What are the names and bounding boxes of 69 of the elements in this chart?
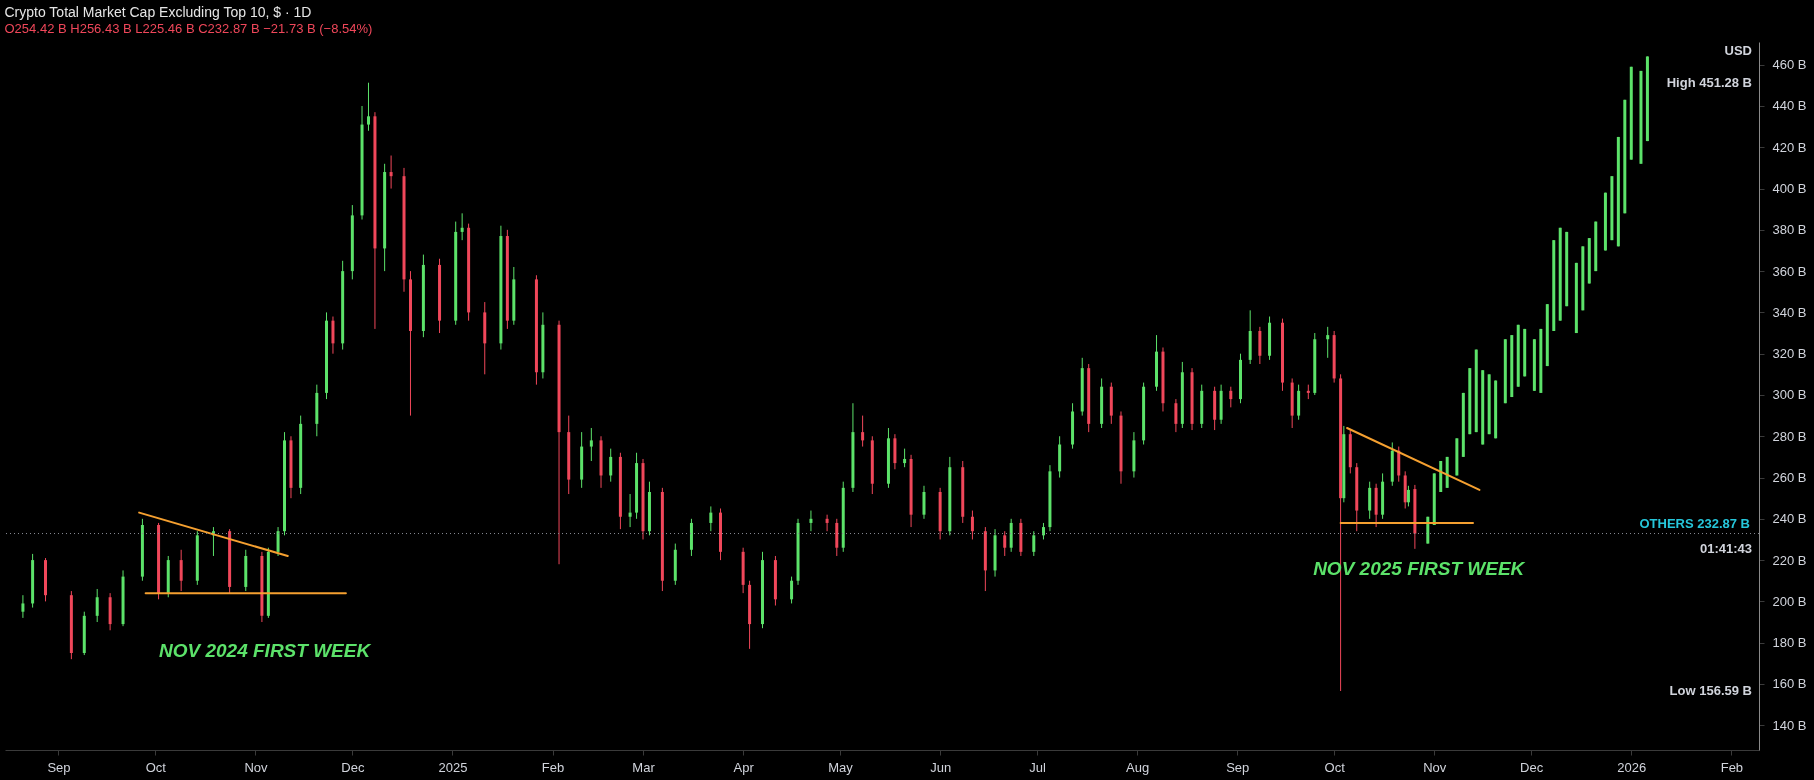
y-tick-label: 420 B (1772, 139, 1807, 155)
candlestick (1368, 481, 1372, 520)
annotation: NOV 2024 FIRST WEEK (159, 639, 372, 661)
candlestick (861, 415, 865, 448)
candlestick (1003, 530, 1007, 557)
candlestick (460, 212, 464, 241)
x-tick-label: May (828, 759, 854, 775)
candlestick (628, 493, 632, 528)
candlestick (179, 549, 183, 592)
y-tick-label: 220 B (1772, 552, 1807, 568)
ref-line-label: OTHERS 232.87 B (1639, 515, 1750, 531)
candlestick (1174, 398, 1178, 433)
y-tick-label: 260 B (1772, 470, 1807, 486)
chart-subtitle: O254.42 B H256.43 B L225.46 B C232.87 B −21.73 B (−8.54%) (4, 21, 373, 36)
candlestick (589, 427, 593, 462)
x-tick-label: Feb (541, 759, 565, 775)
chart-title: Crypto Total Market Cap Excluding Top 10, $ · 1D (4, 4, 312, 20)
x-tick-label: 2025 (438, 759, 468, 775)
y-tick-label: 460 B (1772, 57, 1807, 73)
candlestick (970, 510, 974, 540)
x-tick-label: Dec (341, 759, 365, 775)
y-tick-label: 140 B (1772, 717, 1807, 733)
annotation: Low 156.59 B (1669, 683, 1752, 699)
candlestick (276, 526, 280, 557)
candlestick (1032, 530, 1036, 557)
y-tick-label: 440 B (1772, 98, 1807, 114)
x-tick-label: Dec (1520, 759, 1544, 775)
x-tick-label: Jun (930, 759, 952, 775)
candlestick (809, 510, 813, 532)
x-tick-label: Sep (47, 759, 71, 775)
candlestick (1229, 386, 1233, 408)
candlestick (790, 576, 794, 604)
candlestick (1326, 326, 1330, 359)
y-tick-label: 320 B (1772, 346, 1807, 362)
candlestick (331, 316, 335, 355)
x-tick-label: Oct (1324, 759, 1346, 775)
y-tick-label: 280 B (1772, 428, 1807, 444)
x-tick-label: Apr (733, 759, 755, 775)
y-tick-label: 240 B (1772, 511, 1807, 527)
x-tick-label: Oct (145, 759, 167, 775)
candlestick (389, 155, 393, 190)
annotation: 01:41:43 (1699, 541, 1752, 557)
y-tick-label: 380 B (1772, 222, 1807, 238)
y-tick-label: 160 B (1772, 676, 1807, 692)
y-tick-label: 360 B (1772, 263, 1807, 279)
candlestick (609, 448, 613, 483)
annotation: High 451.28 B (1666, 74, 1752, 90)
candlestick (366, 82, 370, 132)
y-tick-label: 180 B (1772, 635, 1807, 651)
x-tick-label: Nov (244, 759, 269, 775)
x-tick-label: Aug (1126, 759, 1150, 775)
x-tick-label: Mar (632, 759, 656, 775)
y-tick-label: 300 B (1772, 387, 1807, 403)
x-tick-label: Nov (1423, 759, 1447, 775)
candlestick (709, 505, 713, 532)
x-tick-label: 2026 (1617, 759, 1647, 775)
candlestick (903, 448, 907, 468)
x-tick-label: Jul (1029, 759, 1046, 775)
y-tick-label: 400 B (1772, 181, 1807, 197)
candlestick (922, 485, 926, 520)
x-tick-label: Feb (1720, 759, 1744, 775)
candlestick (825, 514, 829, 532)
x-tick-label: Sep (1226, 759, 1250, 775)
y-tick-label: 200 B (1772, 593, 1807, 609)
candlestick (1406, 485, 1410, 507)
y-tick-label: 340 B (1772, 304, 1807, 320)
candlestick (21, 594, 25, 619)
annotation: USD (1724, 43, 1752, 58)
candlestick (95, 588, 99, 623)
